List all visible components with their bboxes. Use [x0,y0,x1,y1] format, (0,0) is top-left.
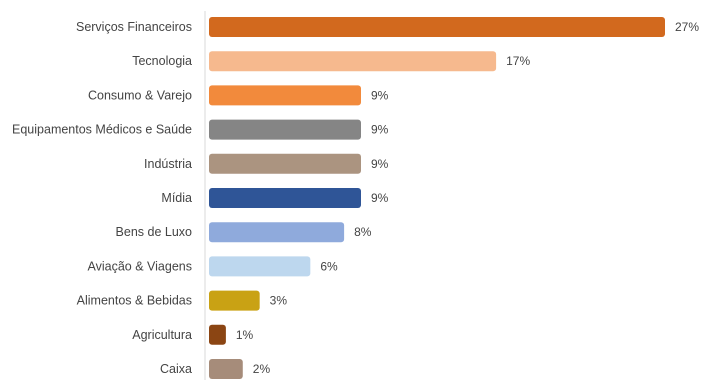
data-label: 8% [354,225,372,239]
data-label: 9% [371,88,389,102]
data-label: 2% [253,362,271,376]
data-label: 27% [675,20,699,34]
data-label: 17% [506,54,530,68]
category-label: Alimentos & Bebidas [77,294,192,308]
category-label: Equipamentos Médicos e Saúde [12,123,192,137]
category-label: Agricultura [132,328,192,342]
bar [209,153,361,174]
category-labels: Serviços Financeiros Tecnologia Consumo & … [12,20,192,376]
data-label: 3% [270,294,288,308]
category-label: Mídia [161,191,192,205]
bar [209,222,345,243]
bars [209,17,665,379]
bar [209,359,243,379]
bar [209,119,361,140]
data-label: 9% [371,157,389,171]
category-label: Caixa [160,362,192,376]
bar [209,85,361,106]
data-label: 1% [236,328,254,342]
category-label: Bens de Luxo [116,225,192,239]
bar [209,17,665,37]
category-label: Serviços Financeiros [76,20,192,34]
bar [209,51,497,72]
data-label: 9% [371,123,389,137]
bar [209,188,361,208]
bar [209,324,226,345]
bar [209,256,311,277]
category-label: Tecnologia [132,54,192,68]
data-label: 9% [371,191,389,205]
data-label: 6% [320,259,338,273]
category-label: Consumo & Varejo [88,88,192,102]
category-label: Aviação & Viagens [88,259,192,273]
category-label: Indústria [144,157,192,171]
value-labels: 27% 17% 9% 9% 9% 9% 8% 6% 3% 1% 2% [236,20,699,376]
bar [209,290,260,311]
